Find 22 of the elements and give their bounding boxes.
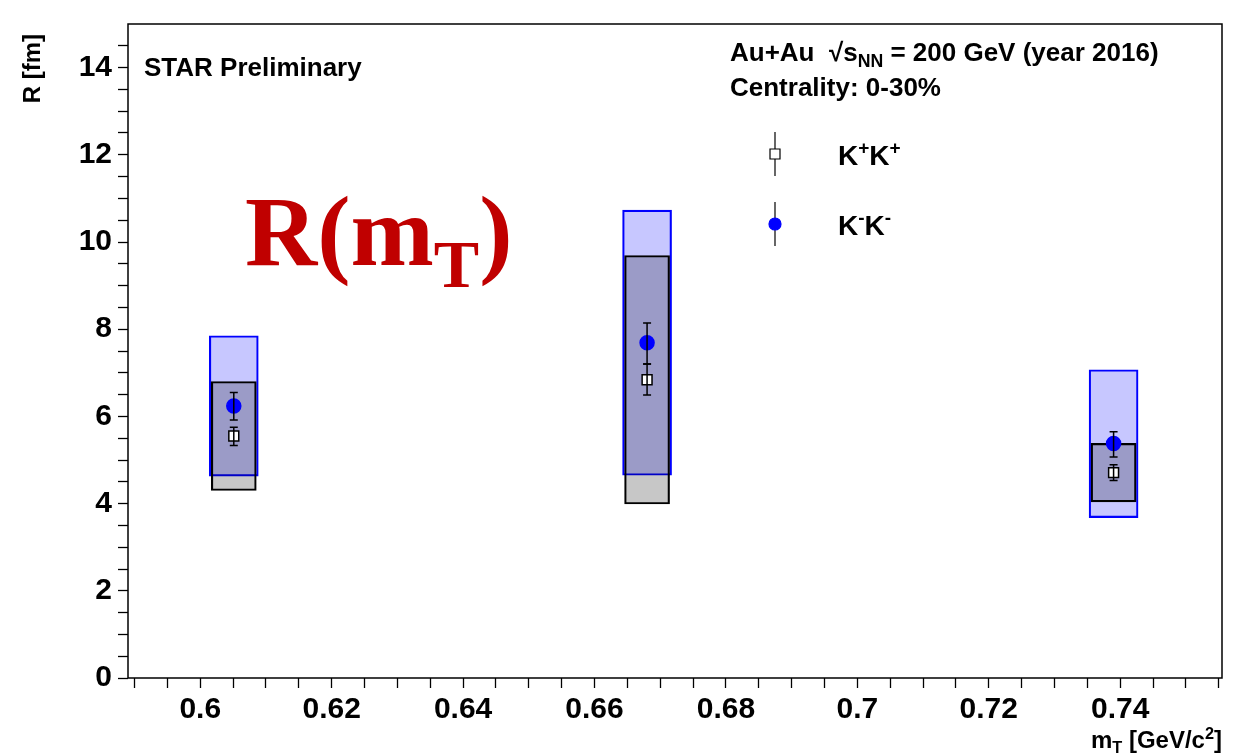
y-tick-label: 4 bbox=[95, 484, 113, 518]
y-axis-title: R [fm] bbox=[18, 33, 45, 104]
x-tick-label: 0.64 bbox=[433, 691, 493, 725]
x-tick-label: 0.68 bbox=[696, 691, 756, 725]
y-tick-label: 0 bbox=[95, 659, 112, 693]
x-tick-label: 0.72 bbox=[959, 691, 1018, 725]
x-tick-label: 0.62 bbox=[302, 691, 361, 725]
x-tick-label: 0.74 bbox=[1090, 691, 1150, 725]
y-tick-label: 6 bbox=[95, 397, 112, 431]
y-tick-label: 12 bbox=[78, 136, 112, 170]
y-tick-label: 8 bbox=[95, 310, 112, 344]
x-tick-label: 0.6 bbox=[179, 691, 222, 725]
y-tick-label: 10 bbox=[78, 223, 112, 257]
point bbox=[1105, 435, 1122, 452]
annotation: STAR Preliminary bbox=[144, 52, 363, 82]
y-tick-label: 2 bbox=[95, 572, 112, 606]
x-tick-label: 0.66 bbox=[565, 691, 624, 725]
annotation: Centrality: 0-30% bbox=[730, 72, 941, 102]
legend-label: K+K+ bbox=[838, 137, 901, 171]
y-tick-label: 14 bbox=[78, 48, 113, 82]
x-tick-label: 0.7 bbox=[836, 691, 879, 725]
legend-label: K-K- bbox=[838, 207, 892, 241]
